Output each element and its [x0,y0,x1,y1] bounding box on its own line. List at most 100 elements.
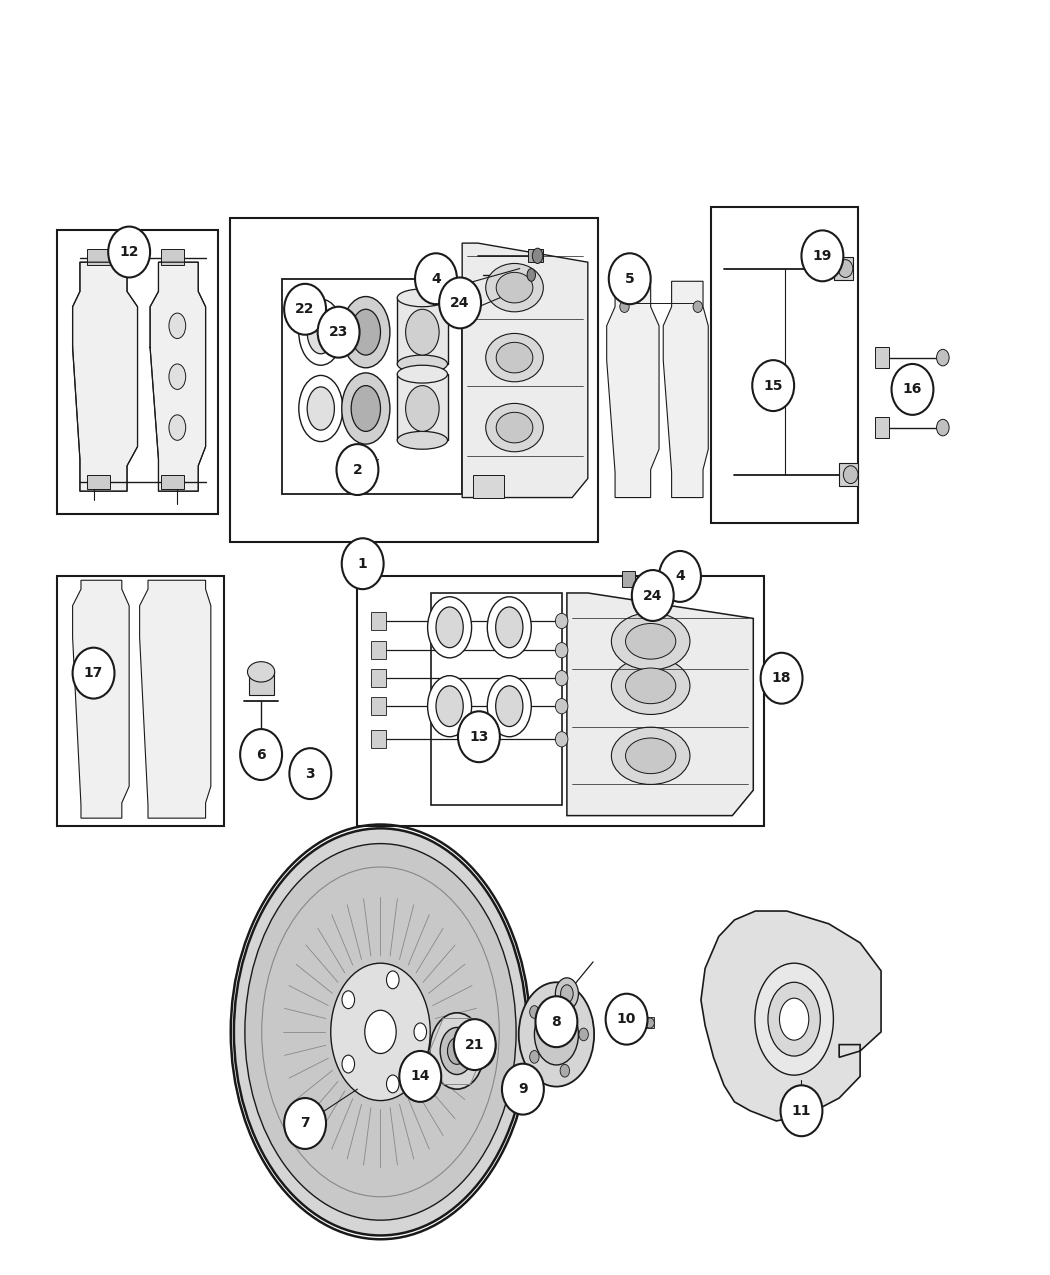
Circle shape [240,729,282,780]
Circle shape [72,648,114,699]
Circle shape [415,254,457,305]
Circle shape [341,538,383,589]
Ellipse shape [331,963,430,1100]
Ellipse shape [519,982,594,1086]
Ellipse shape [397,431,447,449]
Text: 16: 16 [903,382,922,397]
Text: 13: 13 [469,729,488,743]
Ellipse shape [668,571,677,583]
Circle shape [752,360,794,411]
Ellipse shape [341,297,390,367]
Ellipse shape [436,607,463,648]
Ellipse shape [496,607,523,648]
Text: 4: 4 [432,272,441,286]
Ellipse shape [466,1026,496,1067]
Ellipse shape [486,334,543,381]
Polygon shape [701,912,881,1121]
Ellipse shape [397,354,447,372]
Bar [875,417,889,437]
Ellipse shape [555,671,568,686]
Ellipse shape [555,699,568,714]
Ellipse shape [838,260,853,278]
Ellipse shape [937,349,949,366]
Circle shape [760,653,802,704]
Ellipse shape [299,300,342,365]
Ellipse shape [386,972,399,989]
Bar [839,463,858,486]
Ellipse shape [755,963,834,1075]
Ellipse shape [397,289,447,307]
Ellipse shape [364,1010,396,1053]
Ellipse shape [253,750,270,768]
Ellipse shape [561,984,573,1002]
Text: 7: 7 [300,1117,310,1131]
Ellipse shape [414,1023,426,1040]
Ellipse shape [768,982,820,1056]
Circle shape [336,444,378,495]
Ellipse shape [440,1028,474,1075]
Ellipse shape [487,676,531,737]
Ellipse shape [429,1012,484,1089]
Ellipse shape [436,686,463,727]
Ellipse shape [626,668,676,704]
Bar [430,593,562,806]
Ellipse shape [555,978,579,1010]
Circle shape [536,996,578,1047]
Bar [643,1016,654,1028]
Bar [371,669,385,687]
Circle shape [609,254,651,305]
Circle shape [290,748,331,799]
Bar [161,250,184,265]
Ellipse shape [779,998,808,1040]
Ellipse shape [665,595,672,604]
Text: 1: 1 [358,557,367,571]
Bar [472,474,504,497]
Circle shape [108,227,150,278]
Circle shape [458,711,500,762]
Bar [371,731,385,748]
Bar [397,298,447,363]
Polygon shape [462,244,588,497]
Ellipse shape [447,1038,466,1065]
Bar [57,231,218,514]
Circle shape [606,993,648,1044]
Ellipse shape [487,597,531,658]
Text: 15: 15 [763,379,783,393]
Ellipse shape [405,310,439,354]
Ellipse shape [527,269,536,282]
Circle shape [801,231,843,282]
Polygon shape [72,580,129,819]
Ellipse shape [560,1065,569,1077]
Text: 9: 9 [518,1082,528,1096]
Bar [371,697,385,715]
Ellipse shape [579,1028,588,1040]
Text: 24: 24 [450,296,469,310]
Ellipse shape [620,301,629,312]
Text: 14: 14 [411,1070,430,1084]
Ellipse shape [532,249,543,264]
Ellipse shape [693,301,702,312]
Bar [371,612,385,630]
Bar [230,218,598,542]
Circle shape [454,1019,496,1070]
Bar [249,672,274,695]
Text: 5: 5 [625,272,634,286]
Ellipse shape [497,273,532,303]
Ellipse shape [645,1017,654,1028]
Circle shape [399,1051,441,1102]
Ellipse shape [534,1003,579,1065]
Text: 3: 3 [306,766,315,780]
Text: 10: 10 [617,1012,636,1026]
Text: 22: 22 [295,302,315,316]
Bar [397,374,447,440]
Bar [834,258,853,280]
Ellipse shape [529,1051,539,1063]
Bar [357,576,763,826]
Text: 11: 11 [792,1104,812,1118]
Ellipse shape [611,727,690,784]
Polygon shape [567,593,753,816]
Ellipse shape [555,643,568,658]
Ellipse shape [474,1037,489,1058]
Text: 17: 17 [84,666,103,680]
Polygon shape [72,263,138,491]
